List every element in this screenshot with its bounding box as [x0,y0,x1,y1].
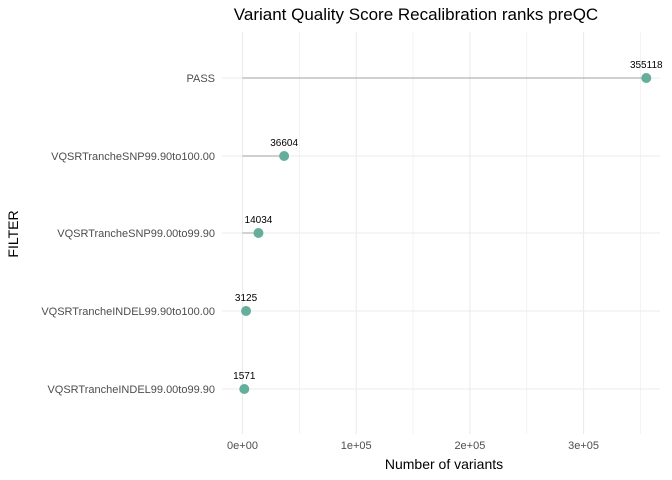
data-label-0: 355118 [630,60,663,71]
y-axis-title: FILTER [5,210,21,257]
y-tick-label-0: PASS [186,73,215,85]
y-tick-labels: PASS VQSRTrancheSNP99.90to100.00 VQSRTranc… [41,73,215,396]
x-tick-labels: 0e+00 1e+05 2e+05 3e+05 [227,440,599,452]
y-tick-label-3: VQSRTrancheINDEL99.90to100.00 [41,306,215,318]
points [239,73,652,394]
y-tick-label-4: VQSRTrancheINDEL99.00to99.90 [47,384,215,396]
grid-lines [222,32,660,434]
x-tick-label-3: 3e+05 [568,440,599,452]
data-label-1: 36604 [270,138,298,149]
point-2 [253,228,264,238]
point-0 [641,73,652,83]
y-tick-label-1: VQSRTrancheSNP99.90to100.00 [51,151,215,163]
x-tick-label-1: 1e+05 [341,440,372,452]
x-tick-label-0: 0e+00 [227,440,258,452]
data-labels: 355118 36604 14034 3125 1571 [233,60,663,382]
y-tick-label-2: VQSRTrancheSNP99.00to99.90 [57,228,215,240]
data-label-3: 3125 [235,293,258,304]
data-label-4: 1571 [233,371,256,382]
x-tick-label-2: 2e+05 [454,440,485,452]
point-3 [241,306,252,316]
x-axis-title: Number of variants [385,456,503,472]
data-label-2: 14034 [245,215,273,226]
point-1 [279,151,290,161]
point-4 [239,384,250,394]
chart-title: Variant Quality Score Recalibration rank… [234,5,598,24]
